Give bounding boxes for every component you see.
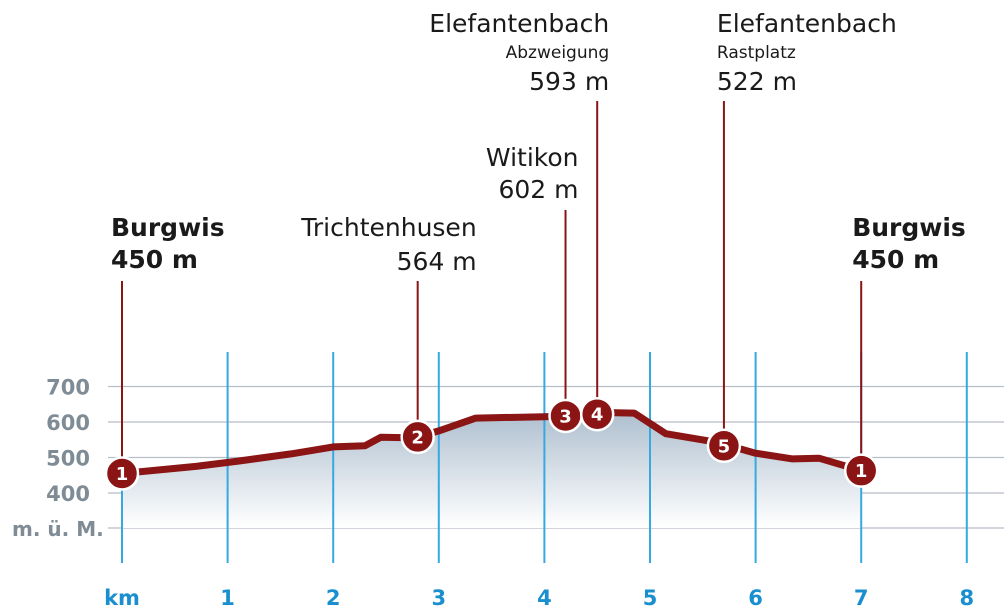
stop-marker-number: 1 bbox=[855, 461, 868, 482]
stop-marker-6: 1 bbox=[843, 453, 879, 488]
stop-altitude: 450 m bbox=[111, 245, 198, 274]
stop-name: Burgwis bbox=[111, 213, 225, 242]
x-tick-label: 2 bbox=[326, 586, 341, 610]
stop-label-6: Burgwis 450 m bbox=[852, 213, 966, 274]
stop-name: Elefantenbach bbox=[717, 9, 897, 38]
stop-altitude: 450 m bbox=[852, 245, 939, 274]
y-unit-label: m. ü. M. bbox=[12, 517, 104, 541]
stop-marker-number: 2 bbox=[411, 427, 424, 448]
stop-marker-number: 3 bbox=[559, 406, 572, 427]
x-tick-label: 1 bbox=[220, 586, 235, 610]
stop-marker-circle bbox=[400, 419, 435, 455]
stop-label-3: Witikon 602 m bbox=[486, 143, 579, 204]
stop-marker-circle bbox=[579, 396, 615, 432]
elevation-area bbox=[122, 412, 862, 528]
stop-label-4: Elefantenbach Abzweigung 593 m bbox=[429, 9, 609, 96]
stop-markers: 1 2 3 4 5 1 bbox=[104, 396, 879, 491]
stop-marker-2: 2 bbox=[400, 419, 435, 455]
stop-label-5: Elefantenbach Rastplatz 522 m bbox=[717, 9, 897, 96]
stop-altitude: 602 m bbox=[498, 175, 578, 204]
y-tick-label: 700 bbox=[46, 376, 90, 400]
x-tick-label: 4 bbox=[537, 586, 552, 610]
y-tick-label: 500 bbox=[46, 447, 90, 471]
stop-marker-5: 5 bbox=[706, 428, 742, 464]
y-tick-label: 600 bbox=[46, 411, 90, 435]
stop-name: Elefantenbach bbox=[429, 9, 609, 38]
x-tick-label: 8 bbox=[959, 586, 974, 610]
stop-marker-number: 1 bbox=[116, 464, 129, 485]
stop-marker-1: 1 bbox=[104, 456, 140, 491]
stop-marker-3: 3 bbox=[548, 398, 583, 434]
elevation-line-path bbox=[118, 408, 865, 477]
stop-altitude: 593 m bbox=[529, 67, 609, 96]
stop-altitude: 564 m bbox=[397, 247, 477, 276]
stop-marker-number: 4 bbox=[591, 405, 604, 426]
stop-marker-circle bbox=[706, 428, 742, 464]
y-axis: m. ü. M. 400 500 600 700 bbox=[12, 376, 104, 542]
stop-name: Witikon bbox=[486, 143, 579, 172]
x-unit-label: km bbox=[104, 586, 140, 610]
x-tick-label: 3 bbox=[431, 586, 446, 610]
stop-leader-lines bbox=[121, 101, 863, 474]
stop-marker-4: 4 bbox=[579, 396, 615, 432]
stop-label-2: Trichtenhusen 564 m bbox=[300, 213, 476, 276]
stop-name: Trichtenhusen bbox=[300, 213, 476, 242]
stop-label-1: Burgwis 450 m bbox=[111, 213, 225, 274]
stop-name: Burgwis bbox=[852, 213, 966, 242]
stop-sub: Rastplatz bbox=[717, 43, 796, 63]
stop-labels: Burgwis 450 m Trichtenhusen 564 m Witikon 602… bbox=[111, 9, 966, 276]
stop-sub: Abzweigung bbox=[506, 43, 610, 63]
elevation-line bbox=[118, 408, 865, 477]
y-tick-label: 400 bbox=[46, 482, 90, 506]
x-tick-label: 5 bbox=[643, 586, 658, 610]
elevation-area-fill bbox=[122, 412, 862, 528]
x-axis: km 1 2 3 4 5 6 7 8 bbox=[104, 586, 974, 610]
x-tick-label: 6 bbox=[748, 586, 763, 610]
stop-marker-number: 5 bbox=[718, 436, 731, 457]
stop-marker-circle bbox=[843, 453, 879, 488]
stop-altitude: 522 m bbox=[717, 67, 797, 96]
stop-marker-circle bbox=[104, 456, 140, 491]
x-tick-label: 7 bbox=[854, 586, 869, 610]
